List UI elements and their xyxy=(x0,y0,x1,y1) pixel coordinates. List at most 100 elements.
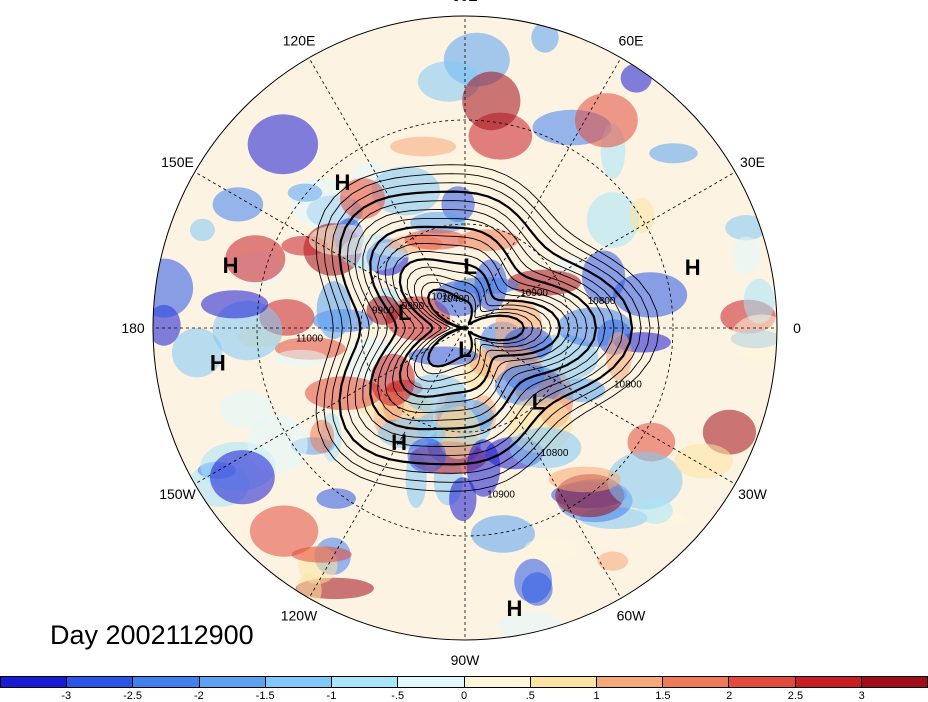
height-contour xyxy=(346,200,624,456)
anomaly-patch xyxy=(316,281,351,339)
anomaly-patch xyxy=(613,272,688,318)
longitude-label: 90E xyxy=(453,0,478,4)
colorbar-segment xyxy=(398,677,465,687)
high-pressure-label: H xyxy=(334,170,350,195)
anomaly-patch xyxy=(385,296,451,341)
colorbar-segment xyxy=(133,677,200,687)
anomaly-patch xyxy=(408,346,479,366)
colorbar-segment xyxy=(596,677,664,687)
contour-value-label: 9900 xyxy=(402,301,425,312)
anomaly-patch xyxy=(210,450,275,505)
colorbar-tick-label: 2.5 xyxy=(787,690,804,702)
anomaly-patch xyxy=(453,277,519,295)
anomaly-patch xyxy=(514,558,552,603)
height-contour xyxy=(392,250,570,406)
anomaly-patch xyxy=(436,406,481,459)
anomaly-patch xyxy=(575,93,638,148)
colorbar-tick-label: 1 xyxy=(593,690,600,702)
colorbar-tick-label: 0 xyxy=(460,690,468,702)
contour-value-label: 9900 xyxy=(372,306,395,317)
meridian xyxy=(464,327,622,599)
colorbar-tick-label: -2 xyxy=(193,690,204,702)
high-pressure-label: H xyxy=(391,430,407,455)
anomaly-patch xyxy=(548,466,621,493)
longitude-labels: 90E 60E 30E 0 30W 60W 90W 120W 150W 180 150E 120E xyxy=(121,0,801,668)
colorbar-tick-label: -.5 xyxy=(391,690,405,702)
anomaly-patch xyxy=(620,63,652,93)
height-contour xyxy=(420,281,534,375)
colorbar-segment xyxy=(530,677,597,687)
latitude-circle xyxy=(256,119,674,537)
colorbar-tick-label: -1 xyxy=(326,690,337,702)
colorbar-tick-label: -3 xyxy=(61,690,72,702)
colorbar-tick-label: 3 xyxy=(858,690,865,702)
anomaly-patch xyxy=(649,143,698,164)
colorbar-tick-label: 1.5 xyxy=(655,690,671,702)
contour-value-label: 10100 xyxy=(431,292,459,303)
anomaly-patch xyxy=(607,451,683,510)
colorbar-segment xyxy=(464,677,531,687)
anomaly-field xyxy=(153,16,777,640)
anomaly-patch xyxy=(730,314,777,362)
anomaly-patch xyxy=(471,515,535,553)
contour-value-label: 10400 xyxy=(442,294,470,305)
longitude-label: 60E xyxy=(619,33,644,49)
high-pressure-label: H xyxy=(223,253,239,278)
anomaly-patch xyxy=(494,364,563,406)
meridian xyxy=(194,327,466,485)
colorbar-segment xyxy=(663,677,730,687)
high-pressure-label: H xyxy=(210,351,226,376)
anomaly-patch xyxy=(316,488,357,509)
anomaly-patch xyxy=(628,197,655,234)
meridian xyxy=(194,171,466,329)
map-border xyxy=(152,15,778,641)
anomaly-patch xyxy=(310,419,335,453)
colorbar-segment xyxy=(861,677,928,687)
meridian xyxy=(464,57,622,329)
anomaly-patch xyxy=(171,328,223,378)
colorbar-tick-label: -1.5 xyxy=(255,690,275,702)
anomaly-patch xyxy=(462,71,521,131)
contour-value-label: 10900 xyxy=(520,288,548,299)
anomaly-patch xyxy=(743,278,775,324)
contour-value-label: 11000 xyxy=(296,334,324,345)
low-pressure-label: L xyxy=(532,390,545,415)
longitude-label: 60W xyxy=(617,608,647,624)
colorbar-tick-label: -2.5 xyxy=(123,690,143,702)
height-contour xyxy=(406,266,552,390)
height-contour xyxy=(377,234,588,422)
colorbar-segment xyxy=(1,677,68,687)
contour-value-label: 10800 xyxy=(541,448,569,459)
anomaly-patch xyxy=(637,497,673,524)
anomaly-patch xyxy=(219,390,272,430)
day-title: Day 2002112900 xyxy=(50,620,254,650)
anomaly-patch xyxy=(702,409,757,455)
longitude-label: 30E xyxy=(740,154,765,170)
longitude-label: 30W xyxy=(738,486,768,502)
meridian xyxy=(308,57,466,329)
height-contour xyxy=(315,164,660,492)
anomaly-patch xyxy=(212,187,264,222)
height-contour xyxy=(331,182,642,474)
anomaly-patch xyxy=(291,546,352,563)
colorbar xyxy=(0,676,928,688)
anomaly-patch xyxy=(674,443,733,479)
height-contour xyxy=(362,217,606,439)
anomaly-patch xyxy=(586,192,640,248)
anomaly-patch xyxy=(390,136,457,157)
anomaly-patch xyxy=(371,166,441,216)
anomaly-patch xyxy=(340,178,386,220)
meridian xyxy=(464,327,736,485)
colorbar-segment xyxy=(67,677,134,687)
colorbar-segment xyxy=(265,677,333,687)
anomaly-patch xyxy=(449,477,477,522)
longitude-label: 150E xyxy=(161,154,194,170)
anomaly-patch xyxy=(274,349,327,367)
contour-value-label: 10900 xyxy=(487,490,515,501)
longitude-label: 0 xyxy=(793,320,801,336)
anomaly-patch xyxy=(249,505,319,557)
anomaly-patch xyxy=(627,422,676,462)
anomaly-patch xyxy=(731,236,761,274)
colorbar-ticks: -3 -2.5 -2 -1.5 -1 -.5 0 .5 1 1.5 2 2.5 3 xyxy=(0,690,928,702)
